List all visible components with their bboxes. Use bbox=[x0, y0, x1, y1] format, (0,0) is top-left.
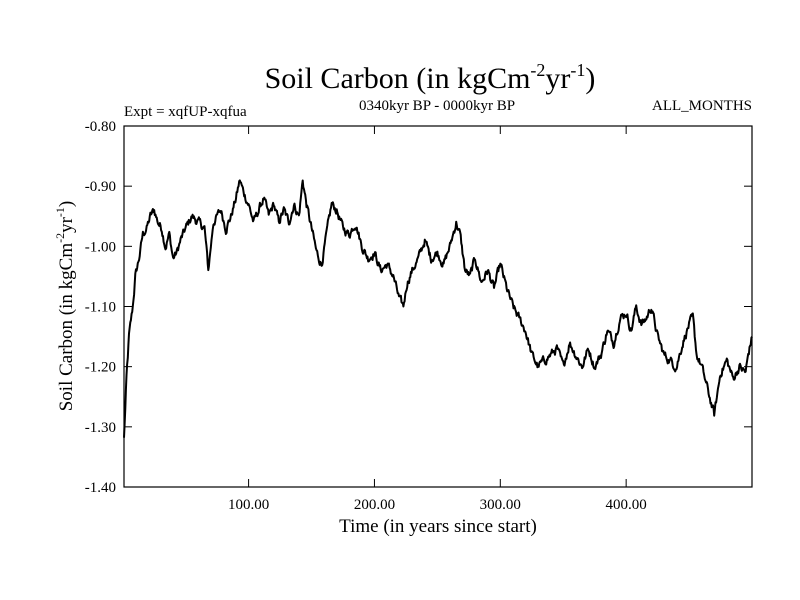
y-axis-ticks: -0.80 -0.90 -1.00 -1.10 -1.20 -1.30 -1.40 bbox=[85, 119, 752, 496]
x-tick-label: 100.00 bbox=[228, 497, 269, 513]
title-superscript-1: -2 bbox=[530, 60, 545, 80]
x-tick-label: 400.00 bbox=[606, 497, 647, 513]
ylabel-mid: yr bbox=[56, 216, 77, 233]
y-tick-label: -1.10 bbox=[85, 300, 116, 316]
y-tick-label: -1.20 bbox=[85, 360, 116, 376]
period-label: 0340kyr BP - 0000kyr BP bbox=[359, 98, 515, 114]
soil-carbon-series-line bbox=[123, 179, 753, 438]
y-tick-label: -1.00 bbox=[85, 239, 116, 255]
y-tick-label: -0.90 bbox=[85, 179, 116, 195]
y-tick-label: -1.40 bbox=[85, 480, 116, 496]
chart-title: Soil Carbon (in kgCm-2yr-1) bbox=[265, 60, 596, 95]
ylabel-superscript-2: -1 bbox=[53, 207, 67, 217]
title-superscript-2: -1 bbox=[570, 60, 585, 80]
months-label: ALL_MONTHS bbox=[652, 98, 752, 114]
ylabel-end: ) bbox=[56, 201, 77, 207]
y-tick-label: -0.80 bbox=[85, 119, 116, 135]
experiment-label: Expt = xqfUP-xqfua bbox=[124, 104, 247, 120]
x-axis-ticks: 100.00 200.00 300.00 400.00 bbox=[228, 126, 647, 513]
ylabel-superscript-1: -2 bbox=[53, 233, 67, 243]
plot-frame bbox=[123, 125, 753, 488]
title-end: ) bbox=[585, 62, 595, 95]
y-tick-label: -1.30 bbox=[85, 420, 116, 436]
x-axis-label: Time (in years since start) bbox=[339, 516, 537, 537]
y-axis-label: Soil Carbon (in kgCm-2yr-1) bbox=[53, 201, 77, 412]
x-tick-label: 300.00 bbox=[480, 497, 521, 513]
x-tick-label: 200.00 bbox=[354, 497, 395, 513]
title-mid: yr bbox=[545, 62, 570, 95]
